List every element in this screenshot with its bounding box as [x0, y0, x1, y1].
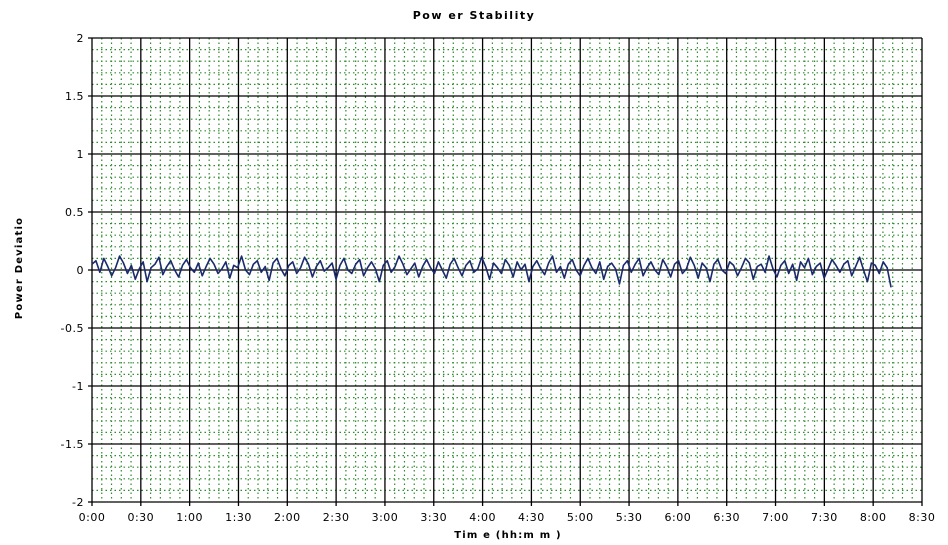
series-line	[91, 255, 892, 288]
major-grid	[88, 37, 923, 506]
x-tick-label: 2:30	[323, 511, 350, 524]
x-tick-label: 0:30	[127, 511, 154, 524]
y-tick-label: 2	[77, 32, 85, 45]
x-tick-label: 1:30	[225, 511, 252, 524]
x-tick-label: 5:30	[616, 511, 643, 524]
x-tick-label: 7:00	[762, 511, 789, 524]
y-tick-label: -2	[72, 496, 84, 509]
y-axis-ticks: 2 1.5 1 0.5 0 -0.5 -1 -1.5 -2	[61, 32, 84, 509]
x-tick-label: 2:00	[274, 511, 301, 524]
x-tick-label: 3:00	[372, 511, 399, 524]
y-tick-label: 0.5	[65, 206, 84, 219]
x-tick-label: 8:00	[860, 511, 887, 524]
y-tick-label: -1.5	[61, 438, 84, 451]
x-tick-label: 5:00	[567, 511, 594, 524]
y-tick-label: 1	[77, 148, 85, 161]
x-axis-ticks: 0:00 0:30 1:00 1:30 2:00 2:30 3:00 3:30 4:00 4:30…	[79, 511, 936, 524]
x-tick-label: 1:00	[176, 511, 203, 524]
minor-grid	[92, 38, 922, 502]
y-tick-label: -0.5	[61, 322, 84, 335]
y-tick-label: -1	[72, 380, 84, 393]
x-tick-label: 6:00	[665, 511, 692, 524]
x-tick-label: 4:00	[469, 511, 496, 524]
x-tick-label: 7:30	[811, 511, 838, 524]
y-axis-label: Power Deviatio	[14, 217, 25, 319]
y-tick-label: 0	[77, 264, 85, 277]
x-tick-label: 0:00	[79, 511, 106, 524]
y-tick-label: 1.5	[65, 90, 84, 103]
x-axis-label: Tim e (hh:m m )	[454, 530, 562, 541]
x-tick-label: 8:30	[909, 511, 936, 524]
x-tick-label: 6:30	[713, 511, 740, 524]
chart-title: Pow er Stability	[413, 9, 536, 22]
plot-area	[88, 37, 923, 506]
x-tick-label: 3:30	[420, 511, 447, 524]
x-tick-label: 4:30	[518, 511, 545, 524]
